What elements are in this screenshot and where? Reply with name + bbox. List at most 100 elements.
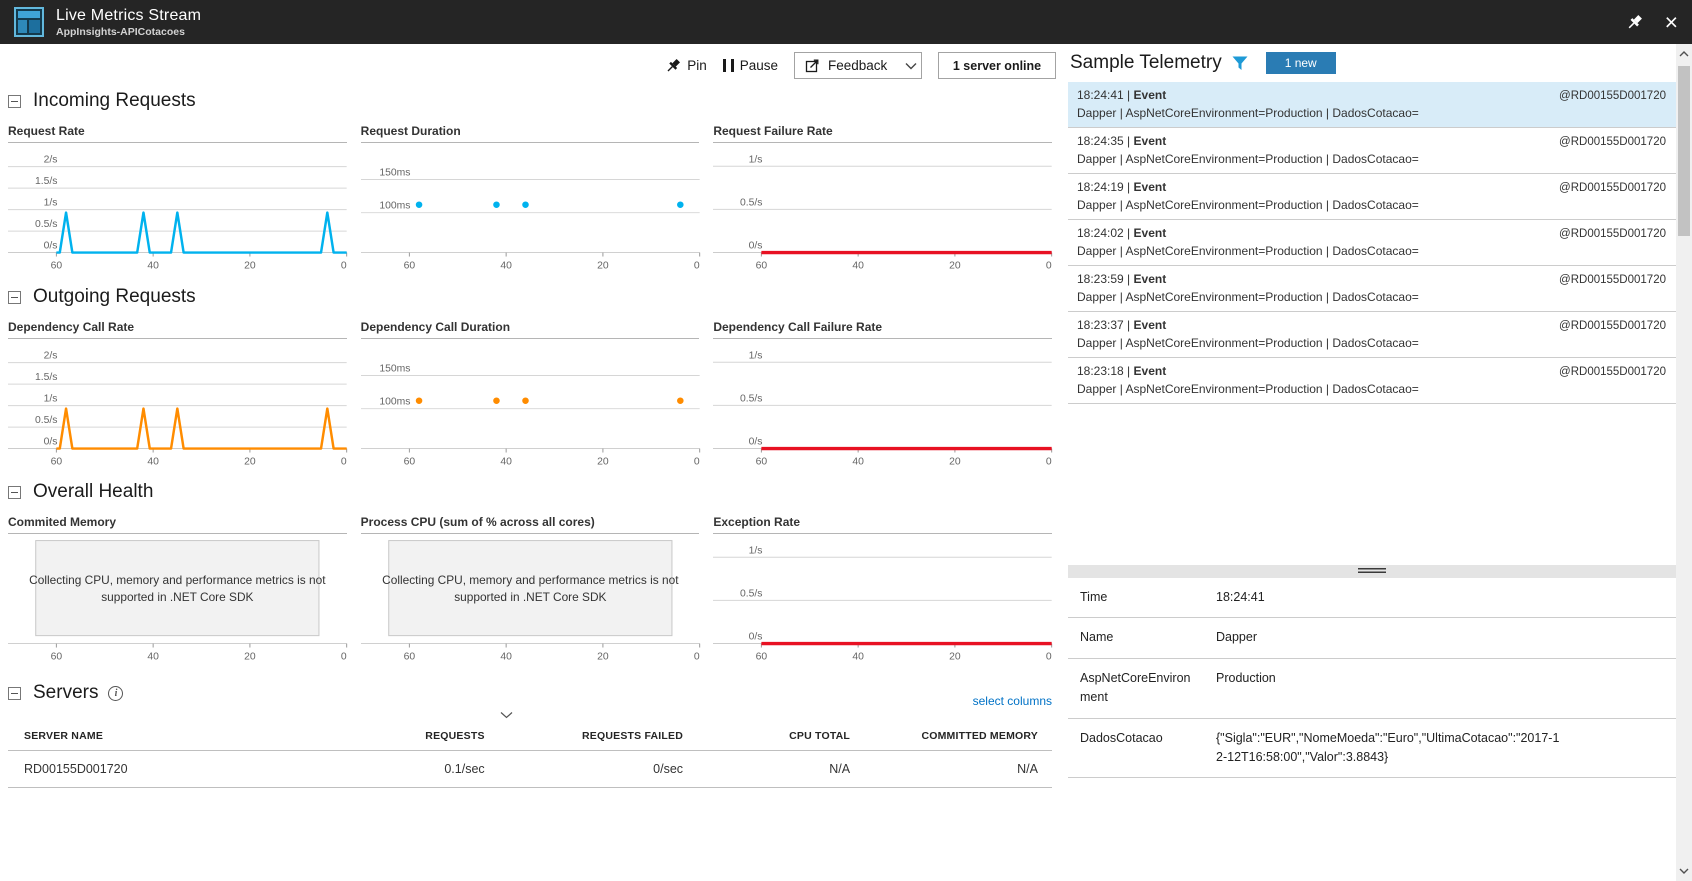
page-title: Live Metrics Stream [56,6,202,24]
event-detail: Dapper | AspNetCoreEnvironment=Productio… [1077,336,1419,350]
svg-text:2/s: 2/s [44,155,58,166]
svg-text:100ms: 100ms [379,201,410,212]
event-type: Event [1133,318,1167,332]
event-server: @RD00155D001720 [1559,90,1666,102]
svg-text:1/s: 1/s [749,350,763,361]
chart-canvas: 150ms 100ms 60 40 20 0 [360,168,700,271]
telemetry-event-item[interactable]: 18:23:37 | Event @RD00155D001720 Dapper … [1068,312,1676,358]
column-header[interactable]: SERVER NAME [24,730,104,742]
svg-text:60: 60 [403,260,415,271]
scrollbar-thumb[interactable] [1678,66,1690,236]
feedback-external-icon [805,59,819,72]
pause-button[interactable]: Pause [722,58,778,73]
collapse-icon[interactable] [8,485,21,499]
svg-text:100ms: 100ms [379,397,410,408]
svg-text:0.5/s: 0.5/s [35,415,58,426]
section-header-outgoing-requests: Outgoing Requests [8,286,196,308]
svg-text:40: 40 [853,651,865,662]
collapse-icon[interactable] [8,686,21,700]
chart-dependency-call-failure-rate: Dependency Call Failure Rate 1/s 0.5/s 0/s 6… [713,320,1053,469]
chart-dependency-call-duration: Dependency Call Duration 150ms 100ms 60 40 20… [360,320,700,469]
svg-text:60: 60 [403,651,415,662]
chart-commited-memory: Commited Memory 60 40 20 0 Collecting CPU, me… [8,515,348,664]
scroll-up-icon[interactable] [1676,46,1692,62]
svg-text:Collecting CPU, memory and per: Collecting CPU, memory and performance m… [29,573,326,587]
detail-value: {"Sigla":"EUR","NomeMoeda":"Euro","Ultim… [1216,730,1560,764]
feedback-button-label: Feedback [828,58,888,73]
chart-panel-title: Dependency Call Failure Rate [713,320,1053,339]
svg-text:20: 20 [244,260,256,271]
svg-text:40: 40 [500,456,512,467]
event-detail: Dapper | AspNetCoreEnvironment=Productio… [1077,106,1419,120]
column-header[interactable]: CPU TOTAL [789,730,851,742]
svg-text:0/s: 0/s [749,632,763,643]
servers-table: SERVER NAME REQUESTS REQUESTS FAILED CPU TO… [8,720,1052,788]
svg-text:0: 0 [694,260,700,271]
svg-text:20: 20 [597,456,609,467]
chart-panel-title: Process CPU (sum of % across all cores) [360,515,700,534]
telemetry-event-item[interactable]: 18:24:19 | Event @RD00155D001720 Dapper … [1068,174,1676,220]
event-type: Event [1133,180,1167,194]
svg-text:150ms: 150ms [379,168,410,179]
chart-canvas: 1/s 0.5/s 0/s 60 40 20 0 [713,545,1053,662]
svg-text:0: 0 [1046,456,1052,467]
server-row[interactable]: RD00155D001720 0.1/sec 0/sec N/A N/A [8,750,1052,788]
pin-icon [667,58,681,72]
pin-button[interactable]: Pin [665,58,707,74]
column-header[interactable]: REQUESTS [425,730,485,742]
svg-text:1/s: 1/s [749,154,763,165]
toolbar: Pin Pause Feedback 1 server online [665,52,1056,79]
event-server: @RD00155D001720 [1559,228,1666,240]
event-server: @RD00155D001720 [1559,182,1666,194]
svg-text:1/s: 1/s [44,198,58,209]
svg-text:20: 20 [244,651,256,662]
telemetry-event-item[interactable]: 18:24:02 | Event @RD00155D001720 Dapper … [1068,220,1676,266]
section-title: Servers [33,682,99,703]
chart-canvas: 150ms 100ms 60 40 20 0 [360,364,700,467]
chevron-down-icon [905,62,917,69]
collapse-icon[interactable] [8,290,21,304]
event-time: 18:24:41 [1077,88,1124,102]
feedback-dropdown-button[interactable]: Feedback [794,52,922,79]
chart-panel-title: Exception Rate [713,515,1053,534]
info-icon[interactable]: i [108,685,124,701]
section-title: Overall Health [33,481,154,502]
event-detail: Dapper | AspNetCoreEnvironment=Productio… [1077,244,1419,258]
svg-text:0/s: 0/s [749,437,763,448]
svg-text:0/s: 0/s [44,241,58,252]
detail-value: Dapper [1216,630,1257,645]
svg-text:60: 60 [403,456,415,467]
close-icon[interactable]: × [1664,8,1678,35]
scroll-down-icon[interactable] [1676,863,1692,879]
new-events-badge[interactable]: 1 new [1265,52,1336,74]
svg-text:20: 20 [597,260,609,271]
server-online-button[interactable]: 1 server online [938,52,1056,79]
detail-panel-resize-handle[interactable] [1068,565,1676,578]
collapse-icon[interactable] [8,94,21,108]
svg-text:0.5/s: 0.5/s [35,219,58,230]
chart-canvas: 2/s 1.5/s 1/s 0.5/s 0/s 60 40 20 0 [8,155,348,271]
vertical-scrollbar[interactable] [1676,44,1692,881]
svg-text:40: 40 [147,456,159,467]
telemetry-event-item[interactable]: 18:23:59 | Event @RD00155D001720 Dapper … [1068,266,1676,312]
svg-text:0/s: 0/s [749,241,763,252]
select-columns-link[interactable]: select columns [972,694,1052,708]
filter-funnel-icon[interactable] [1232,56,1248,71]
svg-text:60: 60 [756,260,768,271]
telemetry-event-item[interactable]: 18:23:18 | Event @RD00155D001720 Dapper … [1068,358,1676,404]
telemetry-event-item[interactable]: 18:24:35 | Event @RD00155D001720 Dapper … [1068,128,1676,174]
sort-chevron-icon[interactable] [500,706,513,724]
column-header[interactable]: REQUESTS FAILED [582,730,684,742]
svg-text:60: 60 [51,260,63,271]
svg-text:20: 20 [949,651,961,662]
svg-text:1/s: 1/s [44,394,58,405]
svg-text:40: 40 [500,260,512,271]
svg-text:40: 40 [853,456,865,467]
detail-label: Name [1080,630,1114,645]
telemetry-event-item[interactable]: 18:24:41 | Event @RD00155D001720 Dapper … [1068,82,1676,128]
sample-telemetry-panel: Sample Telemetry 1 new 18:24:41 | Event … [1068,44,1676,881]
pin-blade-icon[interactable] [1626,14,1643,31]
svg-text:20: 20 [949,260,961,271]
svg-text:1/s: 1/s [749,545,763,556]
column-header[interactable]: COMMITTED MEMORY [921,730,1038,742]
